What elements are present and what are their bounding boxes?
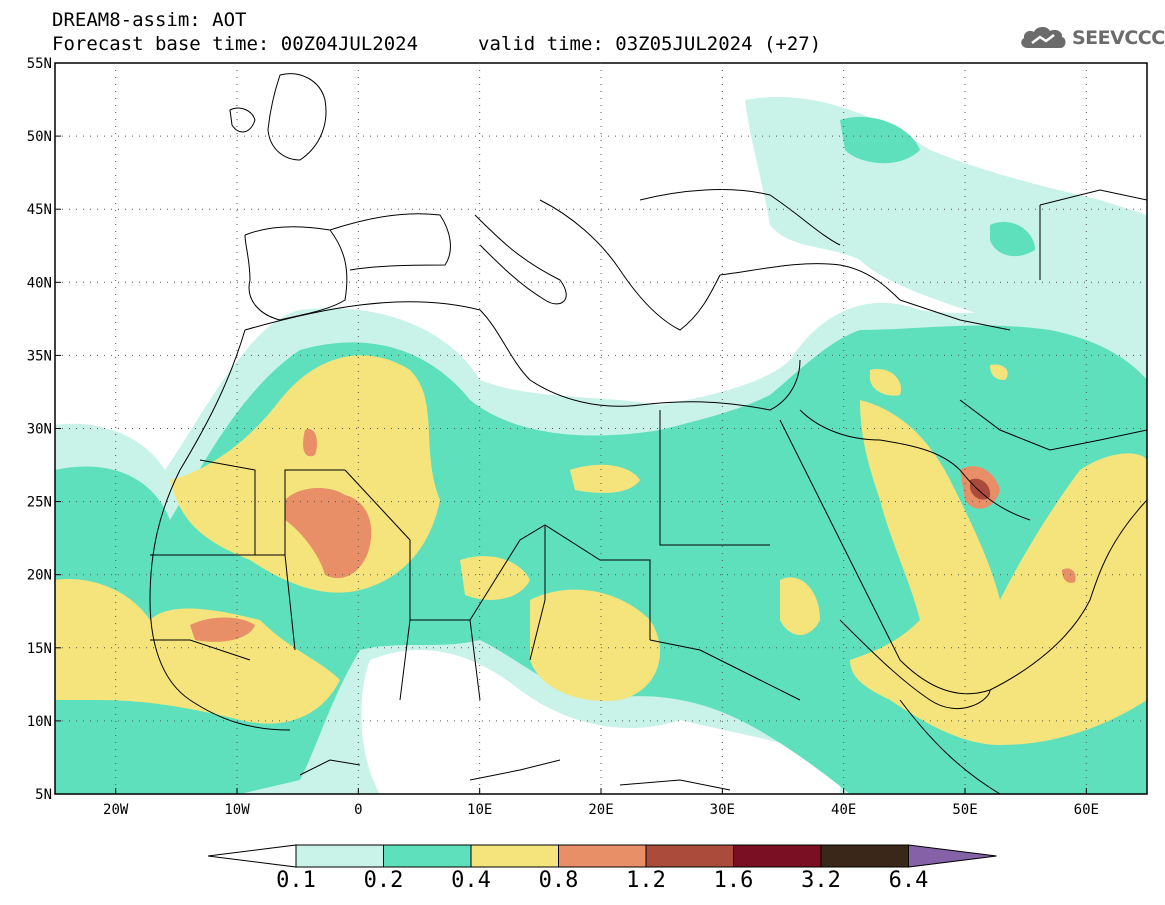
lon-label: 20E bbox=[588, 802, 613, 818]
coastlines-borders bbox=[149, 73, 1147, 794]
colorbar-label: 0.4 bbox=[451, 868, 491, 893]
colorbar-label: 6.4 bbox=[888, 868, 929, 893]
lat-label: 5N bbox=[35, 787, 52, 803]
lat-label: 30N bbox=[27, 422, 52, 438]
forecast-base-time: Forecast base time: 00Z04JUL2024 bbox=[52, 33, 419, 55]
aot-band-0.8-1.2 bbox=[190, 429, 1076, 642]
lon-label: 10W bbox=[224, 802, 250, 818]
gridlines bbox=[55, 62, 1147, 795]
lat-label: 40N bbox=[27, 275, 52, 291]
colorbar-label: 0.2 bbox=[363, 868, 404, 893]
lon-label: 0 bbox=[354, 802, 362, 818]
colorbar-under-triangle bbox=[207, 844, 297, 868]
colorbar-label: 1.6 bbox=[713, 868, 754, 893]
lon-label: 30E bbox=[710, 802, 735, 818]
logo-text: SEEVCCC bbox=[1072, 27, 1165, 49]
colorbar-box bbox=[383, 844, 472, 868]
lat-label: 35N bbox=[27, 348, 52, 364]
lat-label: 15N bbox=[27, 641, 52, 657]
lat-label: 55N bbox=[27, 56, 52, 72]
colorbar bbox=[207, 844, 997, 868]
lon-label: 20W bbox=[103, 802, 129, 818]
lat-label: 20N bbox=[27, 568, 52, 584]
valid-time: valid time: 03Z05JUL2024 (+27) bbox=[478, 33, 822, 55]
map-title: DREAM8-assim: AOT bbox=[52, 9, 247, 31]
seevccc-logo: SEEVCCC bbox=[1018, 24, 1165, 52]
colorbar-label: 0.8 bbox=[538, 868, 579, 893]
colorbar-over-triangle bbox=[908, 844, 997, 868]
lat-label: 10N bbox=[27, 714, 52, 730]
aot-band-0.4-0.8 bbox=[55, 355, 1147, 745]
colorbar-box bbox=[295, 844, 384, 868]
lon-label: 40E bbox=[831, 802, 856, 818]
axis-labels: 55N 50N 45N 40N 35N 30N 25N 20N 15N 10N 5N 20W 10W 0 1… bbox=[27, 56, 1099, 818]
colorbar-label: 0.1 bbox=[276, 868, 316, 893]
colorbar-label: 1.2 bbox=[626, 868, 666, 893]
colorbar-box bbox=[470, 844, 559, 868]
aot-band-1.2-1.6 bbox=[970, 478, 991, 500]
lat-label: 45N bbox=[27, 202, 52, 218]
cloud-icon bbox=[1021, 26, 1066, 48]
colorbar-box bbox=[733, 844, 822, 868]
colorbar-box bbox=[645, 844, 734, 868]
lat-label: 50N bbox=[27, 129, 52, 145]
lon-label: 60E bbox=[1074, 802, 1099, 818]
colorbar-label: 3.2 bbox=[801, 868, 841, 893]
lon-label: 10E bbox=[467, 802, 492, 818]
colorbar-box bbox=[558, 844, 647, 868]
colorbar-box bbox=[820, 844, 909, 868]
lat-label: 25N bbox=[27, 495, 52, 511]
lon-label: 50E bbox=[952, 802, 977, 818]
